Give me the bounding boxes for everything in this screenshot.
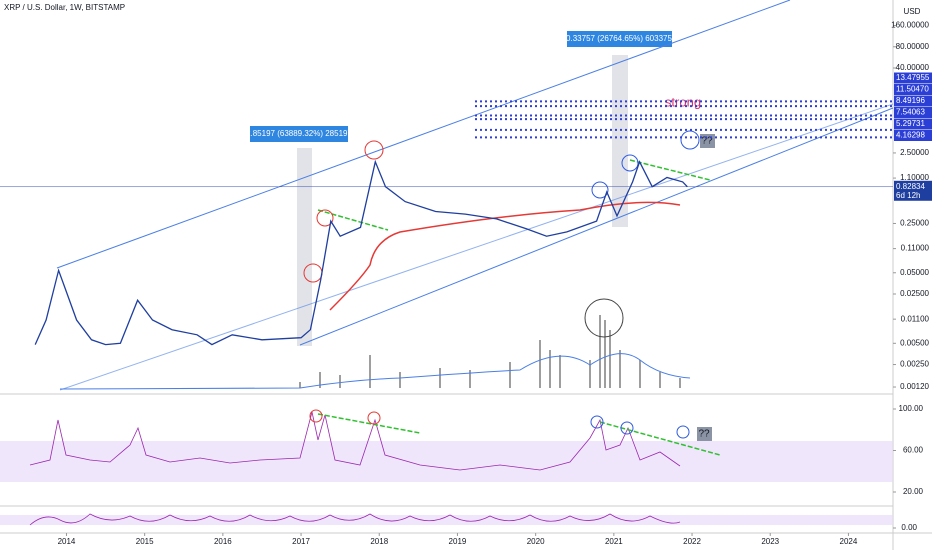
y-tick-label: 1.10000 <box>900 173 929 182</box>
measure-label <box>250 126 348 142</box>
price-line <box>34 159 688 346</box>
highlight-circle <box>584 298 624 338</box>
last-price-box <box>894 180 932 201</box>
highlight-circle <box>309 409 323 423</box>
highlight-circle <box>316 209 334 227</box>
y-tick-label: 0.00500 <box>900 338 929 347</box>
trend-line <box>317 413 421 434</box>
x-tick-label: 2017 <box>292 537 310 546</box>
x-tick-label: 2015 <box>136 537 154 546</box>
x-tick-label: 2024 <box>840 537 858 546</box>
highlight-circle <box>621 154 639 172</box>
level-label: 4.16298 <box>896 131 925 140</box>
y-tick-label: 0.01100 <box>901 314 930 323</box>
x-tick-label: 2020 <box>527 537 545 546</box>
level-label-box <box>894 95 932 107</box>
y-tick-label: 0.11000 <box>901 244 930 253</box>
y-tick-label: 80.00000 <box>896 42 930 51</box>
countdown: 6d 12h <box>896 191 920 200</box>
channel-line <box>56 0 791 269</box>
volume-average <box>59 353 691 390</box>
highlight-circle <box>620 421 634 435</box>
level-label-box <box>894 130 932 141</box>
strong-label: strong <box>665 94 701 109</box>
rsi-tick-label: 100.00 <box>899 404 924 413</box>
stoch-band <box>0 515 893 525</box>
rsi-band <box>0 441 893 482</box>
y-tick-label: 0.02500 <box>900 289 929 298</box>
level-label-box <box>894 72 932 84</box>
measure-text: 60.33757 (26764.65%) 6033751 <box>562 34 677 43</box>
moving-average <box>329 201 681 311</box>
axis-unit: USD <box>904 7 921 16</box>
highlight-circle <box>364 140 384 160</box>
stoch-tick-label: 0.00 <box>901 523 917 532</box>
level-label-box <box>894 84 932 95</box>
rsi-tick-label: 60.00 <box>903 446 924 455</box>
y-tick-label: 160.00000 <box>891 21 929 30</box>
y-tick-label: 0.05000 <box>900 268 929 277</box>
level-label-box <box>894 107 932 118</box>
highlight-circle <box>367 411 381 425</box>
highlight-circle <box>591 181 609 199</box>
rsi-tick-label: 20.00 <box>903 487 924 496</box>
trend-line <box>317 209 389 231</box>
x-tick-label: 2016 <box>214 537 232 546</box>
last-price-label: 0.82834 <box>896 182 925 191</box>
rsi-line <box>29 411 681 471</box>
highlight-circle <box>676 425 690 439</box>
y-tick-label: 0.00120 <box>900 382 929 391</box>
x-tick-label: 2021 <box>605 537 623 546</box>
highlight-circle <box>680 130 700 150</box>
x-tick-label: 2014 <box>58 537 76 546</box>
measure-range <box>297 148 312 346</box>
measure-label <box>567 31 672 47</box>
y-tick-label: 0.00250 <box>900 360 929 369</box>
level-label: 5.29731 <box>896 119 925 128</box>
channel-line <box>59 103 894 391</box>
level-label: 11.50470 <box>896 85 929 94</box>
measure-text: 2.85197 (63889.32%) 285197 <box>246 129 352 138</box>
x-tick-label: 2018 <box>370 537 388 546</box>
level-label: 13.47955 <box>896 73 930 82</box>
stoch-line <box>29 513 681 526</box>
highlight-circle <box>590 415 604 429</box>
measure-range <box>612 55 628 227</box>
channel-line <box>299 107 894 346</box>
x-tick-label: 2023 <box>761 537 779 546</box>
note-box <box>697 427 712 441</box>
x-tick-label: 2019 <box>449 537 467 546</box>
volume-bars <box>299 315 681 388</box>
level-label: 7.54063 <box>896 108 925 117</box>
note-text: ?? <box>701 136 713 147</box>
y-tick-label: 40.00000 <box>896 63 930 72</box>
symbol-title: XRP / U.S. Dollar, 1W, BITSTAMP <box>4 3 125 12</box>
level-label-box <box>894 118 932 130</box>
y-tick-label: 0.25000 <box>900 219 929 228</box>
y-tick-label: 2.50000 <box>900 148 929 157</box>
x-tick-label: 2022 <box>683 537 701 546</box>
note-text: ?? <box>698 429 710 440</box>
level-label: 8.49196 <box>896 96 925 105</box>
